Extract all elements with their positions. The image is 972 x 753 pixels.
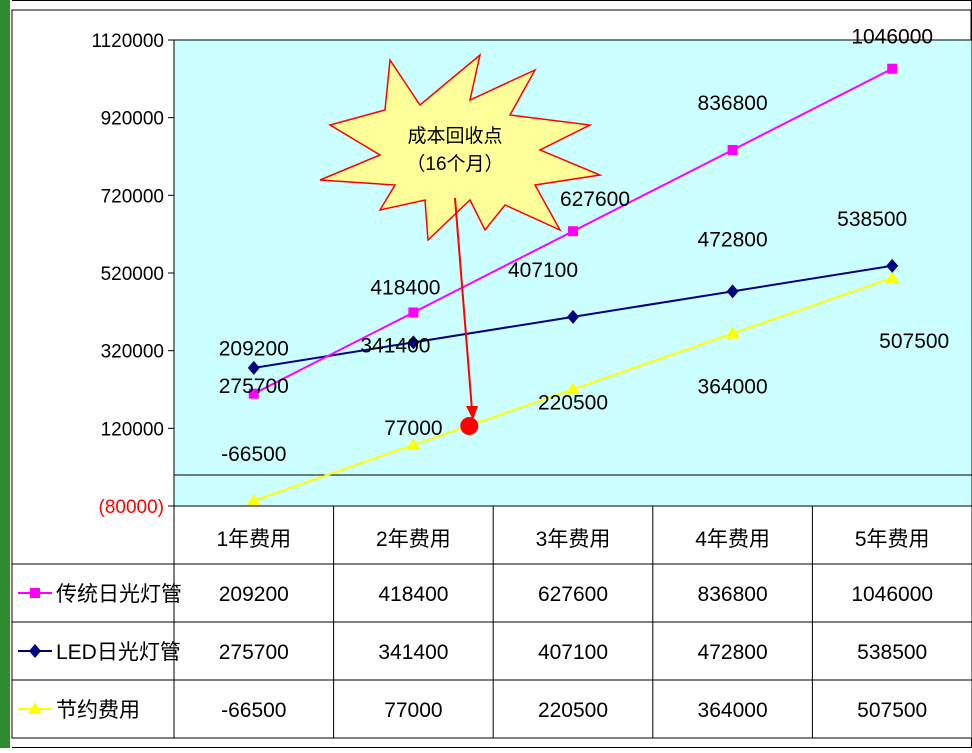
data-label: 627600 bbox=[560, 188, 630, 211]
left-accent-strip bbox=[0, 0, 10, 748]
x-category-label: 5年费用 bbox=[855, 528, 930, 551]
y-tick-label: 1120000 bbox=[91, 31, 164, 52]
series-point-marker bbox=[567, 309, 579, 324]
x-category-label: 3年费用 bbox=[536, 528, 611, 551]
x-category-label: 1年费用 bbox=[216, 528, 291, 551]
series-point-marker bbox=[408, 307, 419, 318]
table-cell-value: 407100 bbox=[538, 641, 608, 664]
data-label: 77000 bbox=[384, 417, 442, 440]
table-cell-value: 472800 bbox=[698, 641, 768, 664]
plot-area bbox=[173, 39, 972, 507]
data-label: 220500 bbox=[538, 391, 608, 414]
data-label: 407100 bbox=[508, 259, 578, 282]
series-point-marker bbox=[28, 702, 42, 714]
annotation-line-2: （16个月） bbox=[406, 153, 503, 175]
data-label: 1046000 bbox=[851, 26, 933, 49]
table-cell-value: 364000 bbox=[698, 699, 768, 722]
data-label: 538500 bbox=[837, 208, 907, 231]
series-point-marker bbox=[407, 335, 420, 350]
table-header-row bbox=[173, 505, 972, 565]
x-category-label: 4年费用 bbox=[695, 528, 770, 551]
table-cell-value: 507500 bbox=[857, 699, 927, 722]
left-accent-inner bbox=[10, 0, 12, 748]
series-point-marker bbox=[406, 438, 421, 451]
data-label: 341400 bbox=[360, 334, 430, 357]
series-point-marker bbox=[727, 144, 738, 155]
y-tick-label: 720000 bbox=[101, 186, 164, 207]
series-point-marker bbox=[726, 284, 739, 299]
table-cell-value: 341400 bbox=[378, 641, 448, 664]
series-point-marker bbox=[725, 326, 740, 339]
y-axis: 1120000 920000 720000 520000 320000 120000 (80… bbox=[91, 31, 174, 518]
y-tick-label: (80000) bbox=[99, 497, 165, 518]
series-point-marker bbox=[566, 382, 580, 395]
legend-series-name: LED日光灯管 bbox=[56, 641, 181, 664]
annotation-arrowhead bbox=[466, 406, 478, 420]
series-point-marker bbox=[246, 493, 261, 506]
data-label: 472800 bbox=[698, 228, 768, 251]
data-label: 418400 bbox=[370, 276, 440, 299]
data-label: 836800 bbox=[698, 92, 768, 115]
table-cell-value: 418400 bbox=[378, 583, 448, 606]
data-label: -66500 bbox=[221, 443, 286, 466]
data-label: 209200 bbox=[219, 338, 289, 361]
data-labels-layer: 209200 418400 627600 836800 1046000 275700 341… bbox=[219, 26, 949, 466]
table-cell-value: 220500 bbox=[538, 699, 608, 722]
series-layer bbox=[246, 63, 900, 506]
annotation-starburst bbox=[319, 53, 603, 242]
series-point-marker bbox=[568, 226, 578, 237]
y-tick-label: 320000 bbox=[101, 342, 164, 363]
legend-series-name: 传统日光灯管 bbox=[56, 583, 182, 606]
series-point-marker bbox=[247, 360, 260, 375]
y-tick-label: 120000 bbox=[101, 419, 164, 440]
table-cell-value: 209200 bbox=[219, 583, 289, 606]
data-label: 275700 bbox=[219, 375, 289, 398]
series-point-marker bbox=[248, 388, 259, 399]
series-point-marker bbox=[30, 588, 40, 598]
cost-recovery-annotation: 成本回收点 （16个月） bbox=[319, 53, 603, 420]
table-cell-value: 627600 bbox=[538, 583, 608, 606]
series-point-marker bbox=[886, 258, 899, 273]
x-category-label: 2年费用 bbox=[376, 528, 451, 551]
table-cell-value: -66500 bbox=[221, 699, 286, 722]
legend-series-name: 节约费用 bbox=[56, 699, 140, 722]
annotation-arrow bbox=[454, 197, 473, 411]
series-point-marker bbox=[885, 270, 900, 283]
y-tick-label: 920000 bbox=[101, 109, 164, 130]
table-cell-value: 275700 bbox=[219, 641, 289, 664]
table-cell-value: 538500 bbox=[857, 641, 927, 664]
series-point-marker bbox=[887, 63, 898, 74]
table-cell-value: 836800 bbox=[698, 583, 768, 606]
cost-recovery-point bbox=[460, 417, 479, 436]
data-label: 364000 bbox=[698, 376, 768, 399]
y-tick-label: 520000 bbox=[101, 264, 164, 285]
table-cell-value: 77000 bbox=[384, 699, 442, 722]
table-cell-value: 1046000 bbox=[851, 583, 933, 606]
data-label: 507500 bbox=[879, 330, 949, 353]
annotation-line-1: 成本回收点 bbox=[407, 125, 502, 147]
table-row bbox=[11, 679, 972, 739]
series-point-marker bbox=[29, 644, 41, 658]
